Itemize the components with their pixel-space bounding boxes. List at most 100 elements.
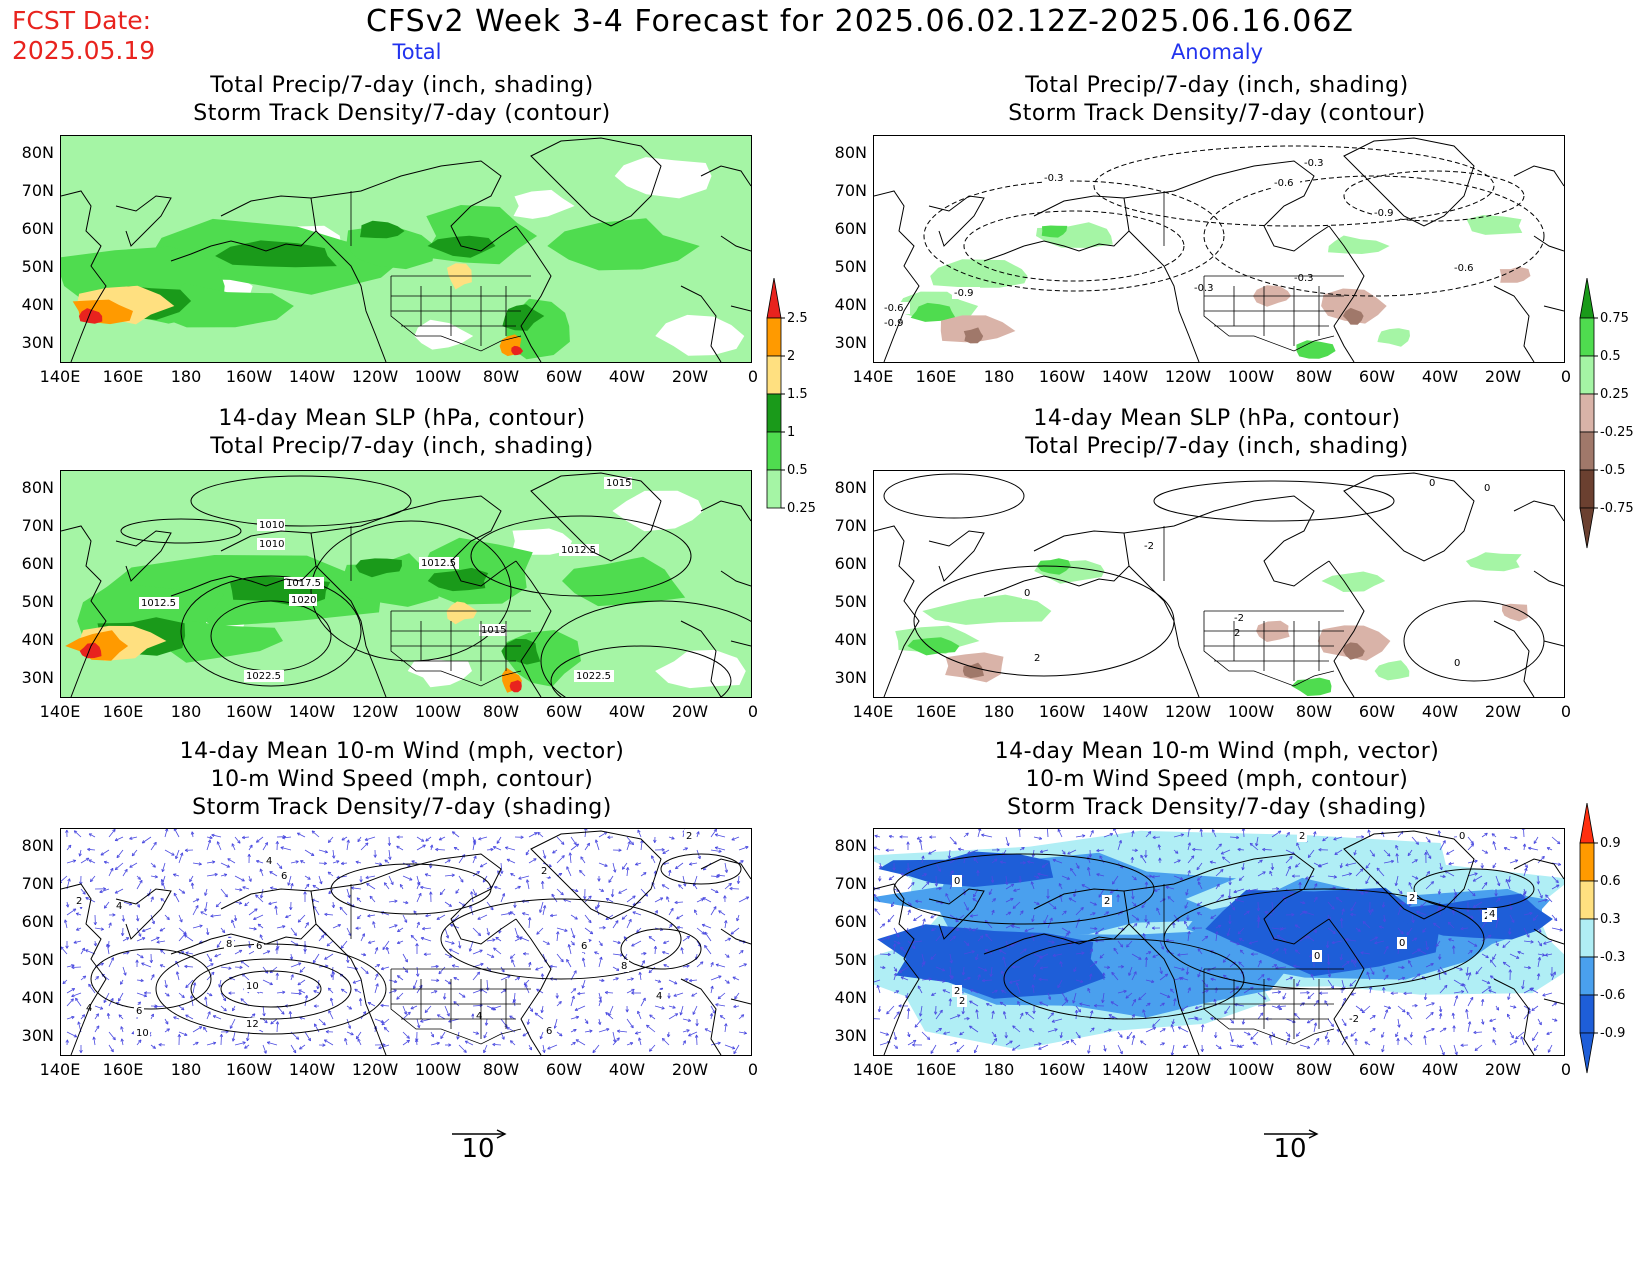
lon-tick-label: 160E xyxy=(915,1060,957,1079)
contour-label-bg xyxy=(1452,262,1480,274)
lon-tick-label: 80W xyxy=(1295,1060,1333,1079)
contour-label-bg xyxy=(1302,157,1330,169)
colorbar-segment xyxy=(1579,393,1595,433)
contour-label: -0.9 xyxy=(954,288,974,299)
vector-reference-arrow-left xyxy=(450,1124,510,1139)
lon-tick-label: 140E xyxy=(852,367,894,386)
lat-tick-label: 70N xyxy=(834,516,867,535)
lat-tick-label: 30N xyxy=(21,1026,54,1045)
panel-title-line: Total Precip/7-day (inch, shading) xyxy=(1025,434,1409,459)
lat-tick-label: 70N xyxy=(21,874,54,893)
contour-label: -0.6 xyxy=(1274,178,1294,189)
colorbar-label: -0.75 xyxy=(1600,501,1634,516)
colorbar-segment xyxy=(1579,431,1595,471)
contour-label: 8 xyxy=(621,961,627,972)
lon-tick-label: 120W xyxy=(351,1060,399,1079)
lon-tick-label: 0 xyxy=(1560,1060,1572,1079)
lon-tick-label: 120W xyxy=(1164,367,1212,386)
contour-label: 4 xyxy=(116,901,122,912)
contour-label-bg xyxy=(1482,482,1492,494)
panel-title-line: Total Precip/7-day (inch, shading) xyxy=(210,434,594,459)
contour-label: 0 xyxy=(1454,658,1460,669)
contour-label: 2 xyxy=(1299,831,1305,842)
lon-tick-label: 180 xyxy=(170,1060,202,1079)
contour-label-bg xyxy=(1312,950,1322,962)
lon-tick-label: 100W xyxy=(1227,1060,1275,1079)
lat-tick-label: 80N xyxy=(21,836,54,855)
contour-label: -2 xyxy=(1234,613,1244,624)
lat-tick-label: 60N xyxy=(834,554,867,573)
contour-label-bg xyxy=(1192,282,1220,294)
lon-tick-label: 60W xyxy=(1358,1060,1396,1079)
lat-tick-label: 40N xyxy=(834,988,867,1007)
lon-tick-label: 60W xyxy=(1358,702,1396,721)
lat-tick-label: 30N xyxy=(834,333,867,352)
contour-label-bg xyxy=(289,594,317,606)
contour-label-bg xyxy=(254,940,264,952)
vector-reference-arrow-right xyxy=(1262,1124,1322,1139)
lon-tick-label: 180 xyxy=(983,702,1015,721)
lon-tick-label: 120W xyxy=(351,702,399,721)
lon-tick-label: 0 xyxy=(1560,367,1572,386)
lat-tick-label: 50N xyxy=(21,950,54,969)
contour-label: 1012.5 xyxy=(141,598,176,609)
fcst-date-value: 2025.05.19 xyxy=(12,36,156,65)
lon-tick-label: 120W xyxy=(351,367,399,386)
contour-label: -0.9 xyxy=(1374,208,1394,219)
panel-title-anom-wind-storm: 14-day Mean 10-m Wind (mph, vector) 10-m… xyxy=(872,738,1562,822)
lon-tick-label: 20W xyxy=(1484,702,1522,721)
contour-label: -0.6 xyxy=(1454,263,1474,274)
lon-tick-label: 160E xyxy=(102,702,144,721)
lon-tick-label: 100W xyxy=(414,702,462,721)
contour-label-bg xyxy=(1232,612,1248,624)
anomaly-column-label: Anomaly xyxy=(1170,40,1264,64)
colorbar-segment xyxy=(1579,317,1595,357)
contour-label: 10 xyxy=(246,981,259,992)
colorbar-label: 0.9 xyxy=(1600,836,1621,851)
colorbar-top-arrow xyxy=(1579,802,1595,844)
contour-label-bg xyxy=(1452,657,1462,669)
lon-tick-label: 160E xyxy=(102,367,144,386)
lon-tick-label: 100W xyxy=(414,367,462,386)
colorbar-label: 0.25 xyxy=(1600,387,1629,402)
lat-tick-label: 40N xyxy=(21,295,54,314)
map-anom-wind: 20220240022-2 xyxy=(873,828,1565,1056)
contour-label-bg xyxy=(544,1025,554,1037)
contour-label-bg xyxy=(604,477,632,489)
lat-tick-label: 50N xyxy=(21,592,54,611)
panel-title-total-slp-precip: 14-day Mean SLP (hPa, contour) Total Pre… xyxy=(57,405,747,461)
lon-tick-label: 120W xyxy=(1164,702,1212,721)
colorbar-segment xyxy=(766,393,782,433)
contour-label: 1010 xyxy=(259,520,284,531)
contour-label-bg xyxy=(1372,207,1400,219)
contour-label-bg xyxy=(244,1018,260,1030)
contour-label-bg xyxy=(279,870,289,882)
contour-label: -0.3 xyxy=(1294,273,1314,284)
lat-tick-label: 70N xyxy=(834,874,867,893)
panel-title-total-precip-storm: Total Precip/7-day (inch, shading) Storm… xyxy=(57,72,747,128)
lon-tick-label: 40W xyxy=(1421,1060,1459,1079)
lon-tick-label: 0 xyxy=(747,702,759,721)
lat-tick-label: 40N xyxy=(834,295,867,314)
contour-label: 6 xyxy=(281,871,287,882)
lat-tick-label: 60N xyxy=(21,554,54,573)
lat-tick-label: 50N xyxy=(834,257,867,276)
contour-label: 1022.5 xyxy=(576,671,611,682)
contour-label: 1015 xyxy=(606,478,631,489)
lat-tick-label: 30N xyxy=(21,668,54,687)
colorbar-label: 1.5 xyxy=(787,387,808,402)
lon-tick-label: 60W xyxy=(545,367,583,386)
lat-tick-label: 80N xyxy=(21,143,54,162)
lat-tick-label: 50N xyxy=(834,950,867,969)
contour-label: 0 xyxy=(1484,483,1490,494)
colorbar-segment xyxy=(1579,842,1595,882)
colorbar-label: 2.5 xyxy=(787,311,808,326)
lon-tick-label: 20W xyxy=(671,367,709,386)
panel-title-line: Total Precip/7-day (inch, shading) xyxy=(1025,73,1409,98)
map-total-slp-precip: 1015 1010 1010 1012.5 1012.5 1017.5 1020 1012.5… xyxy=(60,470,752,698)
contour-label-bg xyxy=(1407,892,1417,904)
contour-label-bg xyxy=(74,895,84,907)
lon-tick-label: 140E xyxy=(39,702,81,721)
lat-tick-label: 40N xyxy=(21,630,54,649)
contour-label: 2 xyxy=(1409,893,1415,904)
